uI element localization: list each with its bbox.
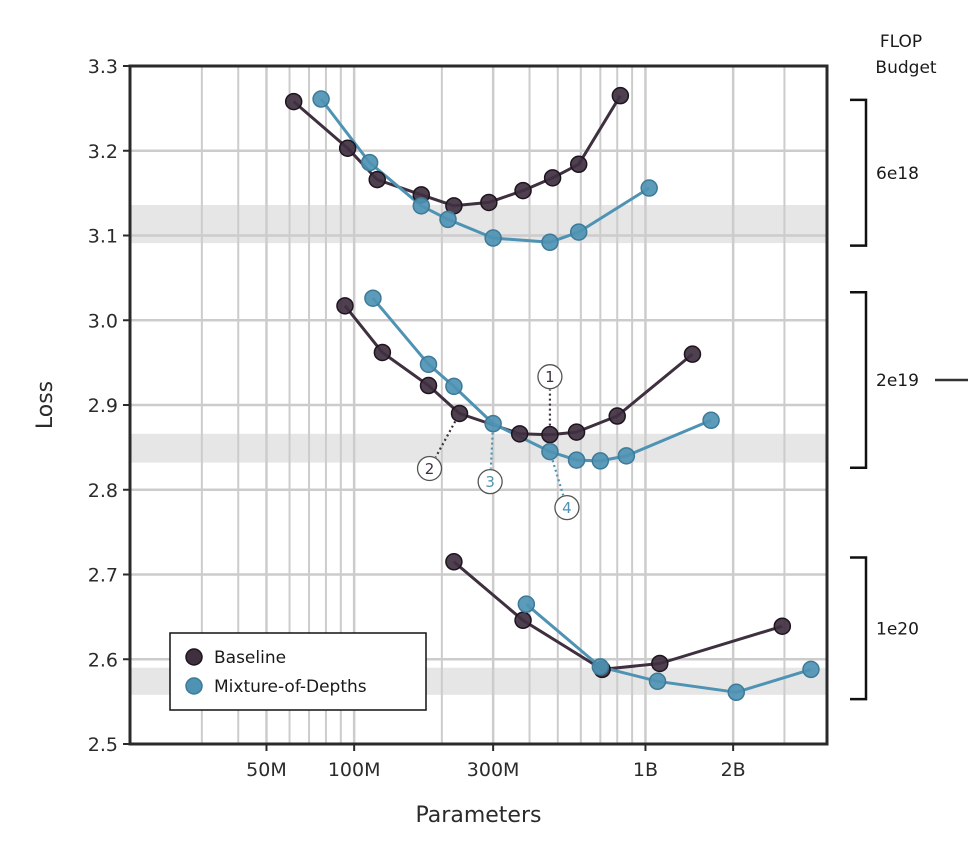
point-mod-2e19 (617, 447, 636, 465)
legend-box (169, 632, 427, 711)
point-baseline-6e18 (480, 193, 498, 212)
point-mod-6e18 (360, 153, 379, 172)
point-baseline-2e19 (450, 404, 469, 423)
point-baseline-1e20 (445, 553, 463, 571)
y-tick-label: 2.7 (88, 565, 118, 587)
point-mod-2e19 (567, 451, 586, 469)
x-tick-label: 300M (467, 759, 520, 781)
point-baseline-6e18 (543, 169, 562, 187)
bracket-1e20 (850, 556, 868, 701)
point-mod-2e19 (484, 414, 502, 433)
y-tick-label: 2.6 (88, 649, 118, 671)
band-6e18 (130, 204, 827, 244)
point-baseline-6e18 (338, 139, 357, 157)
point-baseline-2e19 (608, 407, 626, 425)
point-baseline-6e18 (569, 155, 588, 174)
point-mod-2e19 (364, 289, 382, 307)
side-title-line-2: Budget (875, 58, 936, 78)
y-tick-label: 3.2 (88, 141, 118, 163)
point-baseline-6e18 (611, 86, 630, 105)
side-title-line-1: FLOP (880, 32, 922, 52)
legend-label-mod: Mixture-of-Depths (214, 677, 367, 697)
point-baseline-1e20 (773, 617, 792, 635)
y-tick-label: 2.5 (88, 734, 118, 756)
y-tick-label: 3.0 (88, 310, 118, 332)
y-tick-label: 2.8 (88, 480, 118, 502)
legend-label-baseline: Baseline (214, 648, 286, 668)
point-mod-2e19 (419, 355, 438, 374)
point-mod-1e20 (648, 672, 667, 691)
x-tick-label: 50M (246, 759, 287, 781)
point-baseline-2e19 (541, 425, 559, 444)
point-mod-2e19 (541, 442, 559, 461)
point-mod-1e20 (727, 683, 746, 702)
y-tick-label: 3.3 (88, 56, 118, 78)
annotation-leader-3 (489, 432, 494, 469)
point-baseline-2e19 (510, 425, 529, 443)
annotation-circle-2 (416, 455, 443, 482)
bracket-6e18 (850, 98, 868, 247)
budget-label-2e19: 2e19 (876, 371, 919, 391)
point-mod-6e18 (484, 229, 502, 247)
point-mod-1e20 (591, 658, 610, 676)
band-2e19 (130, 433, 827, 463)
point-baseline-6e18 (284, 92, 303, 111)
x-tick-label: 100M (328, 759, 381, 781)
annotation-circle-3 (477, 468, 503, 495)
point-baseline-1e20 (514, 611, 532, 630)
x-tick-label: 2B (721, 759, 746, 781)
optimal-loss-bands (130, 204, 827, 695)
budget-label-1e20: 1e20 (876, 619, 919, 639)
annotation-circle-1 (537, 364, 563, 390)
legend: Baseline Mixture-of-Depths (169, 632, 427, 711)
point-baseline-2e19 (567, 423, 586, 441)
point-baseline-2e19 (336, 297, 354, 315)
annotation-circle-4 (554, 494, 580, 521)
annotation-number-4: 4 (562, 499, 572, 517)
point-baseline-2e19 (373, 343, 392, 362)
point-baseline-2e19 (419, 376, 438, 395)
point-mod-6e18 (412, 197, 431, 215)
x-axis-label: Parameters (416, 803, 542, 828)
point-mod-1e20 (517, 595, 536, 613)
y-axis-label: Loss (33, 381, 58, 429)
legend-marker-baseline (185, 648, 203, 666)
bracket-2e19 (850, 291, 868, 469)
point-mod-2e19 (591, 452, 610, 470)
point-baseline-2e19 (683, 345, 702, 363)
y-tick-label: 3.1 (88, 226, 118, 248)
annotation-leader-2 (434, 420, 457, 458)
point-baseline-6e18 (514, 181, 532, 200)
point-mod-2e19 (445, 377, 463, 396)
flop-budget-labels: FLOP Budget 6e18 2e19 1e20 (850, 32, 968, 701)
point-baseline-1e20 (651, 654, 669, 673)
point-mod-1e20 (802, 660, 820, 679)
point-mod-2e19 (702, 411, 720, 430)
data-points (284, 86, 820, 702)
legend-marker-mod (185, 677, 203, 695)
point-mod-6e18 (312, 90, 330, 108)
point-baseline-6e18 (368, 170, 386, 189)
x-tick-label: 1B (633, 759, 658, 781)
point-mod-6e18 (569, 223, 588, 241)
budget-label-6e18: 6e18 (876, 164, 919, 184)
annotation-number-1: 1 (545, 368, 555, 386)
annotation-number-3: 3 (485, 473, 495, 491)
point-mod-6e18 (640, 179, 658, 197)
y-tick-label: 2.9 (88, 395, 118, 417)
annotation-number-2: 2 (425, 460, 435, 478)
point-mod-6e18 (541, 233, 559, 252)
annotations: 1 2 3 4 (416, 364, 580, 521)
point-mod-6e18 (439, 210, 457, 229)
annotation-leader-4 (551, 459, 565, 496)
